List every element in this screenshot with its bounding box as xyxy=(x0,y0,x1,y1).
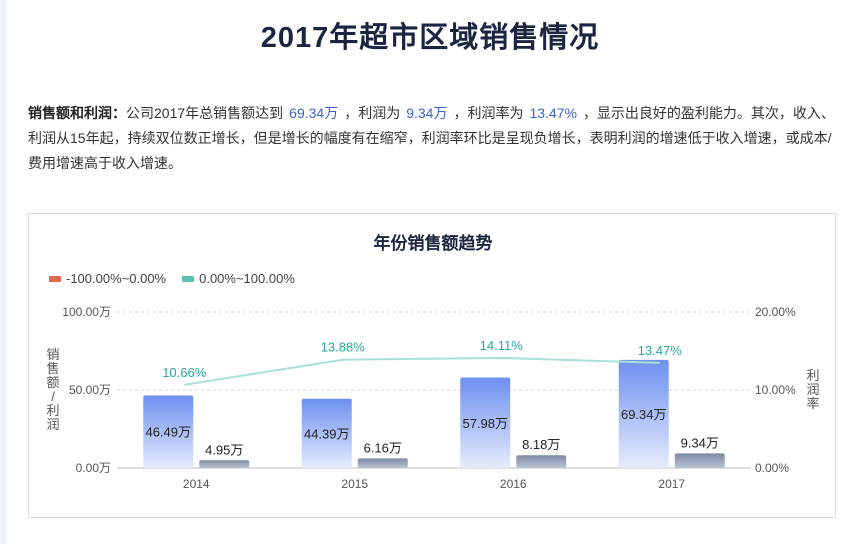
summary-lead: 销售额和利润： xyxy=(28,105,126,121)
bar-sales-label: 46.49万 xyxy=(145,425,191,440)
summary-paragraph: 销售额和利润：公司2017年总销售额达到 69.34万 ，利润为 9.34万 ，利润率为… xyxy=(28,101,840,176)
bar-sales-label: 69.34万 xyxy=(621,407,667,422)
legend-item-negative[interactable]: -100.00%~0.00% xyxy=(49,271,166,286)
profit-rate-label: 13.88% xyxy=(321,340,366,355)
bar-profit xyxy=(516,455,567,468)
legend-swatch-positive xyxy=(182,275,195,282)
y-left-axis-title: 销售额/利润 xyxy=(46,347,59,432)
y-right-tick-label: 10.00% xyxy=(755,383,796,397)
total-sales-value: 69.34万 xyxy=(289,105,339,121)
legend-swatch-negative xyxy=(49,275,61,282)
y-right-tick-label: 0.00% xyxy=(755,461,789,475)
bar-profit xyxy=(357,458,408,468)
profit-rate-value: 13.47% xyxy=(529,105,577,121)
bar-profit-label: 8.18万 xyxy=(522,437,560,452)
profit-rate-label: 14.11% xyxy=(480,338,524,353)
x-tick-label: 2014 xyxy=(183,477,210,491)
y-right-tick-label: 20.00% xyxy=(755,305,796,319)
left-edge-strip xyxy=(0,0,6,544)
bar-sales xyxy=(301,398,352,468)
y-left-tick-label: 100.00万 xyxy=(62,305,111,319)
legend-item-positive[interactable]: 0.00%~100.00% xyxy=(182,271,295,286)
bar-sales xyxy=(460,377,511,468)
page-title: 2017年超市区域销售情况 xyxy=(260,22,600,54)
profit-value: 9.34万 xyxy=(406,105,448,121)
summary-text-1: 公司2017年总销售额达到 xyxy=(126,105,284,121)
bar-profit-label: 4.95万 xyxy=(205,442,243,457)
legend-label-negative: -100.00%~0.00% xyxy=(66,271,167,286)
bar-profit xyxy=(674,453,725,468)
y-left-tick-label: 50.00万 xyxy=(69,383,111,397)
chart-plot: 0.00万 50.00万 100.00万 0.00% 10.00% 20.00% 销售额/利… xyxy=(46,305,819,491)
summary-text-3: ，利润率为 xyxy=(453,105,524,121)
x-tick-label: 2015 xyxy=(341,477,368,491)
bar-sales-label: 57.98万 xyxy=(462,416,508,431)
bar-profit xyxy=(199,460,250,468)
bar-sales-label: 44.39万 xyxy=(304,426,350,441)
bar-profit-label: 6.16万 xyxy=(364,440,402,455)
bar-profit-label: 9.34万 xyxy=(681,435,719,450)
profit-rate-label: 13.47% xyxy=(638,343,683,358)
bar-sales xyxy=(618,359,669,468)
profit-rate-line xyxy=(184,356,660,386)
bar-sales xyxy=(143,395,194,468)
chart-card: 年份销售额趋势 -100.00%~0.00% 0.00%~100.00% 0.0… xyxy=(28,213,836,518)
y-right-axis-title: 利润率 xyxy=(806,368,819,411)
chart-title: 年份销售额趋势 xyxy=(373,234,493,253)
chart-legend: -100.00%~0.00% 0.00%~100.00% xyxy=(49,271,295,286)
y-left-tick-label: 0.00万 xyxy=(76,461,111,475)
legend-label-positive: 0.00%~100.00% xyxy=(199,271,295,286)
summary-text-4: ，显示出良好的盈利能力。其次，收入、利润从15年起，持续双位数正增长，但是增长的… xyxy=(28,105,835,171)
x-tick-label: 2016 xyxy=(500,477,527,491)
x-tick-label: 2017 xyxy=(658,477,685,491)
summary-text-2: ，利润为 xyxy=(344,105,401,121)
profit-rate-label: 10.66% xyxy=(162,365,207,380)
